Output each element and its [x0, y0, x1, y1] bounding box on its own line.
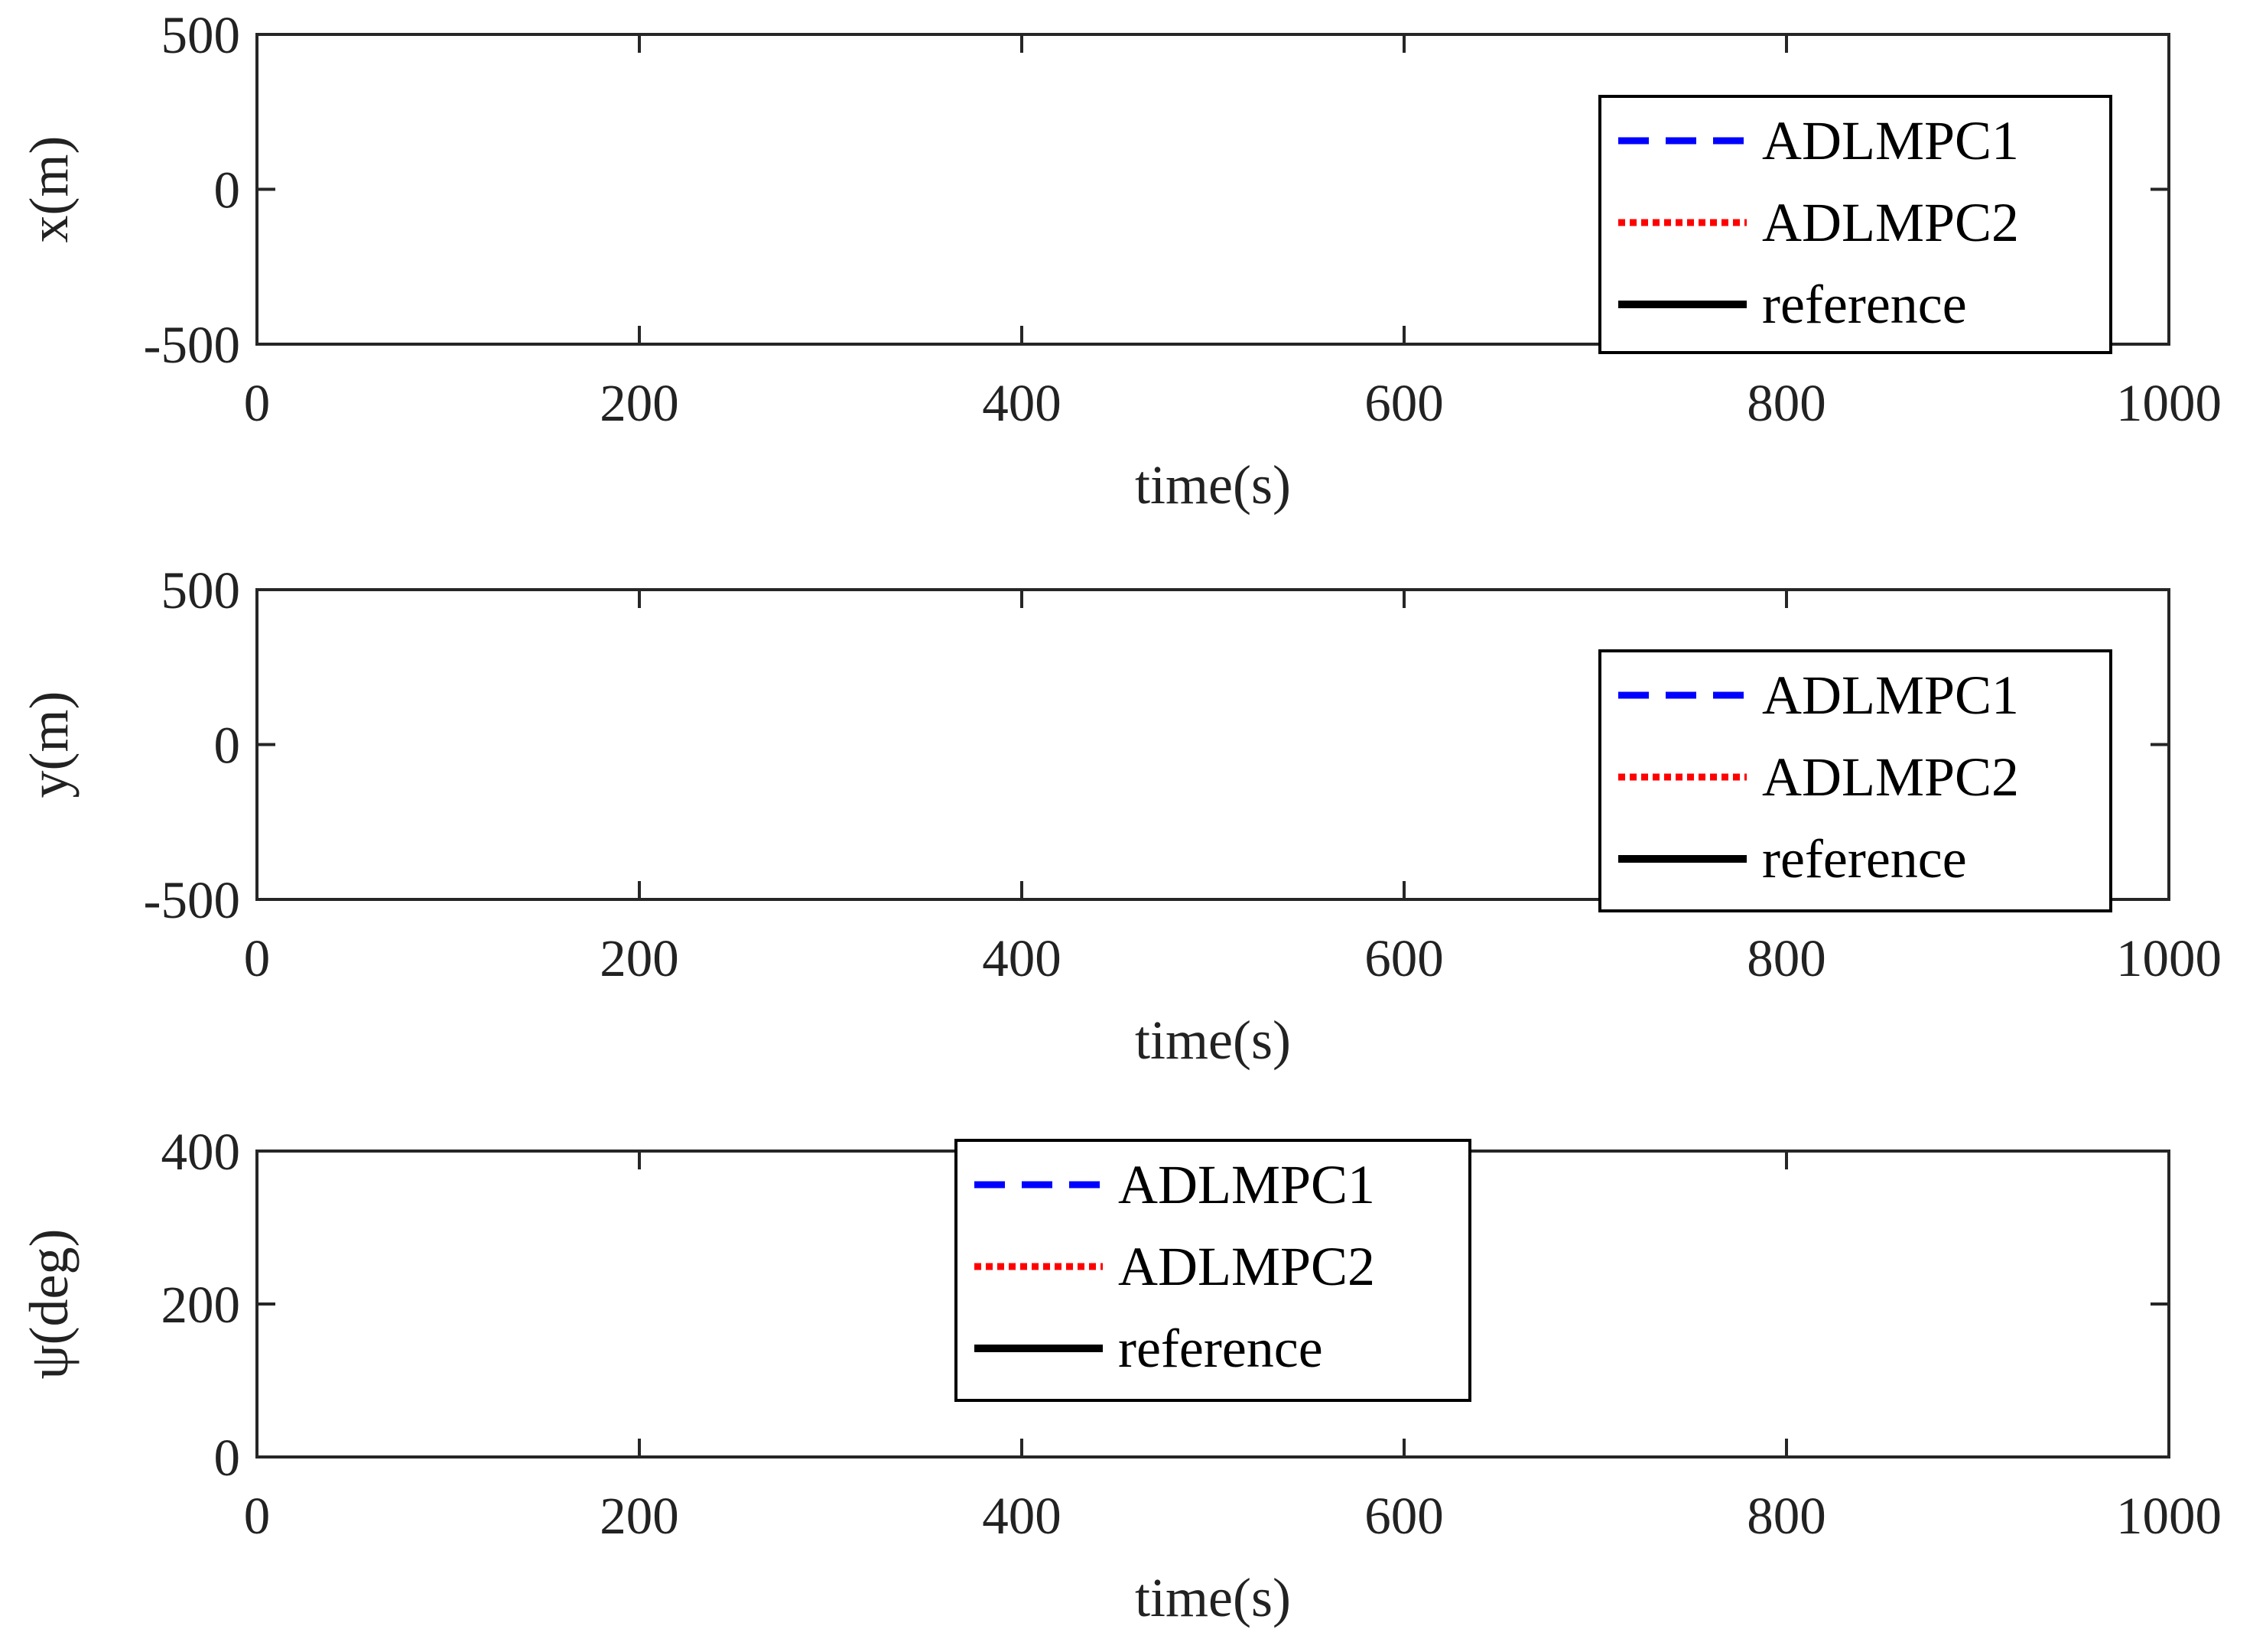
legend-label-adlmpc2: ADLMPC2 — [1762, 192, 2019, 253]
x-tick-label: 1000 — [2116, 374, 2222, 432]
x-tick-label: 0 — [244, 929, 271, 987]
x-tick-label: 0 — [244, 1487, 271, 1545]
x-tick-label: 800 — [1747, 929, 1826, 987]
legend-label-adlmpc1: ADLMPC1 — [1762, 110, 2019, 171]
y-tick-label: 500 — [161, 6, 241, 64]
x-tick-label: 0 — [244, 374, 271, 432]
legend-label-adlmpc1: ADLMPC1 — [1762, 665, 2019, 726]
x-tick-label: 800 — [1747, 1487, 1826, 1545]
x-tick-label: 600 — [1364, 1487, 1444, 1545]
x-axis-label: time(s) — [1135, 1010, 1291, 1071]
legend-label-reference: reference — [1762, 828, 1967, 889]
y-tick-label: 0 — [214, 717, 241, 775]
y-tick-label: 200 — [161, 1276, 241, 1334]
legend-label-adlmpc2: ADLMPC2 — [1118, 1236, 1375, 1297]
legend-label-reference: reference — [1118, 1318, 1323, 1379]
x-tick-label: 200 — [600, 374, 679, 432]
legend-label-reference: reference — [1762, 274, 1967, 335]
y-tick-label: 0 — [214, 1429, 241, 1487]
x-tick-label: 800 — [1747, 374, 1826, 432]
x-tick-label: 600 — [1364, 374, 1444, 432]
y-tick-label: -500 — [144, 871, 240, 929]
x-tick-label: 400 — [982, 1487, 1061, 1545]
legend-label-adlmpc1: ADLMPC1 — [1118, 1154, 1375, 1215]
legend: ADLMPC1 ADLMPC2 reference — [1598, 95, 2112, 354]
y-tick-label: 0 — [214, 161, 241, 220]
subplot-3: 0 200 400 600 800 1000 0 200 400 time(s) ψ(deg) ADL… — [18, 1123, 2222, 1628]
y-tick-label: 500 — [161, 561, 241, 620]
y-axis-label: ψ(deg) — [18, 1229, 80, 1380]
x-tick-label: 400 — [982, 374, 1061, 432]
x-tick-label: 600 — [1364, 929, 1444, 987]
legend-label-adlmpc2: ADLMPC2 — [1762, 746, 2019, 808]
x-tick-label: 400 — [982, 929, 1061, 987]
x-axis-label: time(s) — [1135, 1567, 1291, 1628]
x-tick-label: 200 — [600, 929, 679, 987]
x-axis-label: time(s) — [1135, 454, 1291, 515]
y-axis-label: x(m) — [18, 136, 80, 243]
x-tick-label: 1000 — [2116, 929, 2222, 987]
legend: ADLMPC1 ADLMPC2 reference — [954, 1139, 1471, 1402]
y-axis-label: y(m) — [18, 691, 80, 798]
y-tick-label: 400 — [161, 1123, 241, 1181]
legend: ADLMPC1 ADLMPC2 reference — [1598, 649, 2112, 912]
x-tick-label: 200 — [600, 1487, 679, 1545]
y-tick-label: -500 — [144, 316, 240, 374]
x-tick-label: 1000 — [2116, 1487, 2222, 1545]
